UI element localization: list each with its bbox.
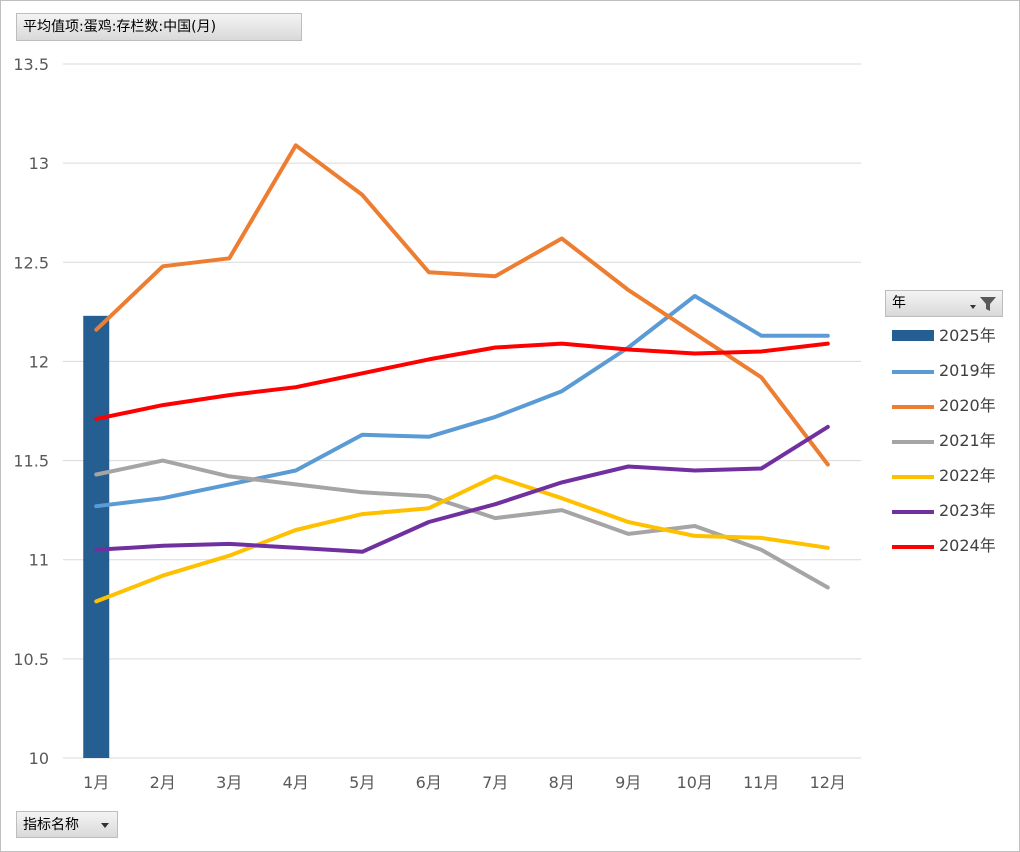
x-tick-label: 11月 xyxy=(743,773,779,792)
legend-label: 2022年 xyxy=(939,466,996,485)
legend-label: 2021年 xyxy=(939,431,996,450)
legend-swatch xyxy=(892,475,934,479)
line-series xyxy=(94,143,830,604)
value-field-button[interactable]: 平均值项:蛋鸡:存栏数:中国(月) xyxy=(16,13,302,41)
x-tick-label: 2月 xyxy=(150,773,176,792)
x-tick-label: 5月 xyxy=(349,773,375,792)
legend-item: 2022年 xyxy=(890,460,1015,495)
x-tick-label: 12月 xyxy=(810,773,846,792)
legend-label: 2023年 xyxy=(939,501,996,520)
legend-swatch xyxy=(892,440,934,444)
legend-item: 2024年 xyxy=(890,530,1015,565)
y-tick-label: 12.5 xyxy=(13,253,49,272)
legend-swatch xyxy=(892,545,934,549)
bar-series xyxy=(83,315,110,758)
y-tick-label: 10 xyxy=(29,749,49,768)
chevron-down-icon xyxy=(970,305,976,309)
x-tick-label: 9月 xyxy=(615,773,641,792)
legend-item: 2020年 xyxy=(890,390,1015,425)
year-filter-label: 年 xyxy=(892,295,906,311)
x-tick-label: 7月 xyxy=(482,773,508,792)
filter-icon xyxy=(980,297,996,311)
indicator-name-field-button[interactable]: 指标名称 xyxy=(16,811,118,838)
y-tick-label: 13 xyxy=(29,154,49,173)
x-tick-label: 6月 xyxy=(416,773,442,792)
legend-label: 2019年 xyxy=(939,361,996,380)
series-line-2023年 xyxy=(94,424,830,554)
y-tick-label: 10.5 xyxy=(13,650,49,669)
series-line-2024年 xyxy=(94,341,830,421)
y-tick-label: 11.5 xyxy=(13,452,49,471)
legend-item: 2023年 xyxy=(890,495,1015,530)
series-line-2019年 xyxy=(94,294,830,509)
chevron-down-icon xyxy=(101,823,109,828)
legend-item: 2019年 xyxy=(890,355,1015,390)
legend-label: 2020年 xyxy=(939,396,996,415)
x-tick-label: 10月 xyxy=(677,773,713,792)
legend-label: 2025年 xyxy=(939,326,996,345)
x-axis-ticks: 1月 2月 3月 4月 5月 6月 7月 8月 9月 10月 11月 12月 xyxy=(83,773,846,792)
series-line-2020年 xyxy=(94,143,830,467)
y-axis-ticks: 10 10.5 11 11.5 12 12.5 13 13.5 xyxy=(13,55,49,768)
value-field-label: 平均值项:蛋鸡:存栏数:中国(月) xyxy=(23,19,217,35)
legend-swatch xyxy=(892,330,934,341)
legend-label: 2024年 xyxy=(939,536,996,555)
x-tick-label: 4月 xyxy=(283,773,309,792)
y-tick-label: 12 xyxy=(29,352,49,371)
year-filter-button[interactable]: 年 xyxy=(885,290,1003,317)
x-tick-label: 8月 xyxy=(549,773,575,792)
legend-swatch xyxy=(892,405,934,409)
x-tick-label: 1月 xyxy=(83,773,109,792)
series-line-2021年 xyxy=(94,458,830,590)
y-tick-label: 11 xyxy=(29,551,49,570)
legend-item: 2025年 xyxy=(890,320,1015,355)
series-line-2022年 xyxy=(94,474,830,604)
bar-2025年 xyxy=(83,315,110,758)
legend-item: 2021年 xyxy=(890,425,1015,460)
legend: 2025年 2019年 2020年 2021年 2022年 2023年 2024年 xyxy=(890,320,1015,565)
y-tick-label: 13.5 xyxy=(13,55,49,74)
indicator-name-label: 指标名称 xyxy=(23,817,79,833)
x-tick-label: 3月 xyxy=(216,773,242,792)
gridlines xyxy=(63,63,861,759)
legend-swatch xyxy=(892,510,934,514)
legend-swatch xyxy=(892,370,934,374)
